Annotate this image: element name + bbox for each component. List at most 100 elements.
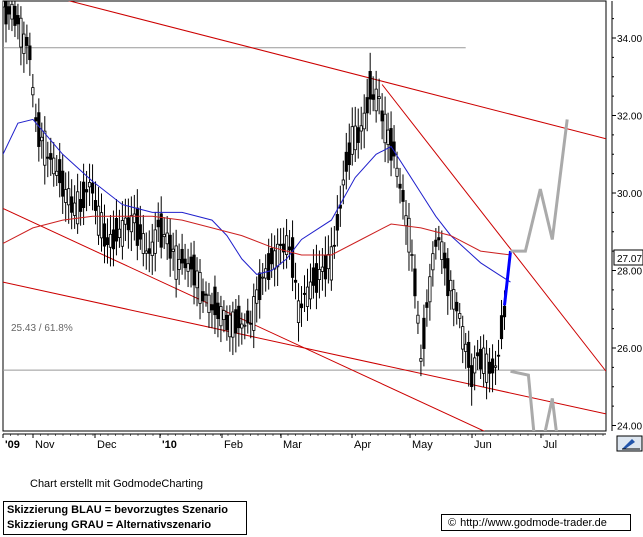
candle	[484, 340, 489, 400]
website-url: http://www.godmode-trader.de	[460, 517, 607, 529]
candle	[87, 163, 92, 206]
candle	[329, 227, 333, 291]
chart-tool-button[interactable]	[616, 435, 643, 452]
candle	[81, 163, 86, 226]
candle	[255, 276, 259, 323]
candle	[90, 164, 95, 211]
candle	[225, 305, 229, 341]
candle	[156, 202, 160, 242]
candle	[183, 243, 187, 280]
candle	[58, 142, 62, 198]
copyright-icon: ©	[448, 517, 457, 529]
candle	[49, 137, 53, 176]
candle	[353, 106, 357, 162]
trend-line-0	[67, 1, 606, 140]
candle	[258, 259, 262, 319]
candle	[401, 174, 405, 220]
candle	[73, 185, 77, 229]
candle	[467, 330, 471, 387]
candle	[19, 6, 23, 66]
candle	[440, 230, 444, 274]
candle	[425, 289, 429, 327]
x-axis: '09 Nov Dec '10 Feb Mar Apr May Jun Jul	[2, 433, 606, 451]
candle	[37, 98, 41, 162]
candle	[46, 141, 50, 178]
candle	[240, 312, 244, 345]
candle	[234, 298, 238, 353]
candle	[398, 167, 402, 204]
candle	[105, 218, 110, 264]
candle	[138, 205, 142, 250]
candle	[308, 263, 313, 310]
candle	[473, 345, 477, 391]
candle	[302, 275, 307, 313]
series-line-1	[3, 215, 511, 256]
candle	[362, 94, 366, 149]
candle	[10, 1, 14, 32]
candle	[99, 193, 104, 252]
series-line-4	[510, 369, 558, 431]
candle	[102, 204, 107, 264]
y-tick-label: 34.00	[617, 34, 642, 45]
candle	[323, 236, 327, 297]
candle	[228, 305, 232, 352]
candle	[317, 250, 322, 299]
candle	[177, 243, 181, 285]
candle	[264, 254, 268, 292]
candle	[389, 111, 393, 177]
website-link[interactable]: © http://www.godmode-trader.de	[441, 514, 631, 531]
candle	[422, 304, 426, 367]
candle	[201, 278, 205, 313]
candle	[279, 228, 283, 265]
y-tick-label: 26.00	[617, 344, 642, 355]
x-tick-label: May	[412, 439, 433, 451]
series-lines	[3, 118, 569, 431]
candle	[153, 211, 157, 272]
y-tick-label: 24.00	[617, 422, 642, 433]
y-tick-label: 28.00	[617, 267, 642, 278]
candle	[293, 262, 298, 300]
y-axis: 34.00 32.00 30.00 28.00 26.00 24.00	[611, 1, 642, 433]
candle	[371, 76, 375, 112]
candle	[431, 241, 435, 287]
horizontal-lines	[3, 47, 606, 371]
scenario-legend: Skizzierung BLAU = bevorzugtes Szenario …	[3, 501, 247, 535]
candle	[276, 228, 280, 286]
candle	[144, 232, 148, 270]
candle	[374, 70, 378, 123]
candle	[350, 107, 354, 166]
candle	[437, 225, 441, 251]
candle	[84, 170, 89, 212]
y-tick-label: 30.00	[617, 189, 642, 200]
candle	[461, 315, 465, 364]
legend-blue-scenario: Skizzierung BLAU = bevorzugtes Szenario	[7, 504, 228, 516]
candle	[455, 292, 459, 325]
candle	[22, 21, 26, 73]
candle	[111, 210, 116, 267]
x-tick-label: Apr	[354, 439, 371, 451]
candle	[168, 218, 172, 277]
candle	[368, 52, 372, 115]
candle	[114, 199, 119, 256]
candle	[428, 263, 432, 321]
candle	[359, 106, 363, 150]
candle	[377, 78, 381, 115]
candle	[476, 339, 480, 370]
candle	[464, 332, 468, 369]
candle	[159, 196, 163, 259]
x-tick-label: Feb	[224, 439, 243, 451]
y-tick-label: 32.00	[617, 112, 642, 123]
x-tick-label: Jun	[474, 439, 492, 451]
candle	[410, 239, 414, 272]
candlesticks	[3, 1, 507, 406]
candle	[34, 103, 38, 132]
candle	[296, 283, 301, 342]
candle	[40, 122, 44, 159]
candle	[305, 268, 310, 321]
candle	[416, 300, 420, 335]
candle	[132, 194, 136, 241]
candle	[252, 283, 256, 349]
candle	[282, 227, 286, 270]
candle	[449, 270, 453, 310]
